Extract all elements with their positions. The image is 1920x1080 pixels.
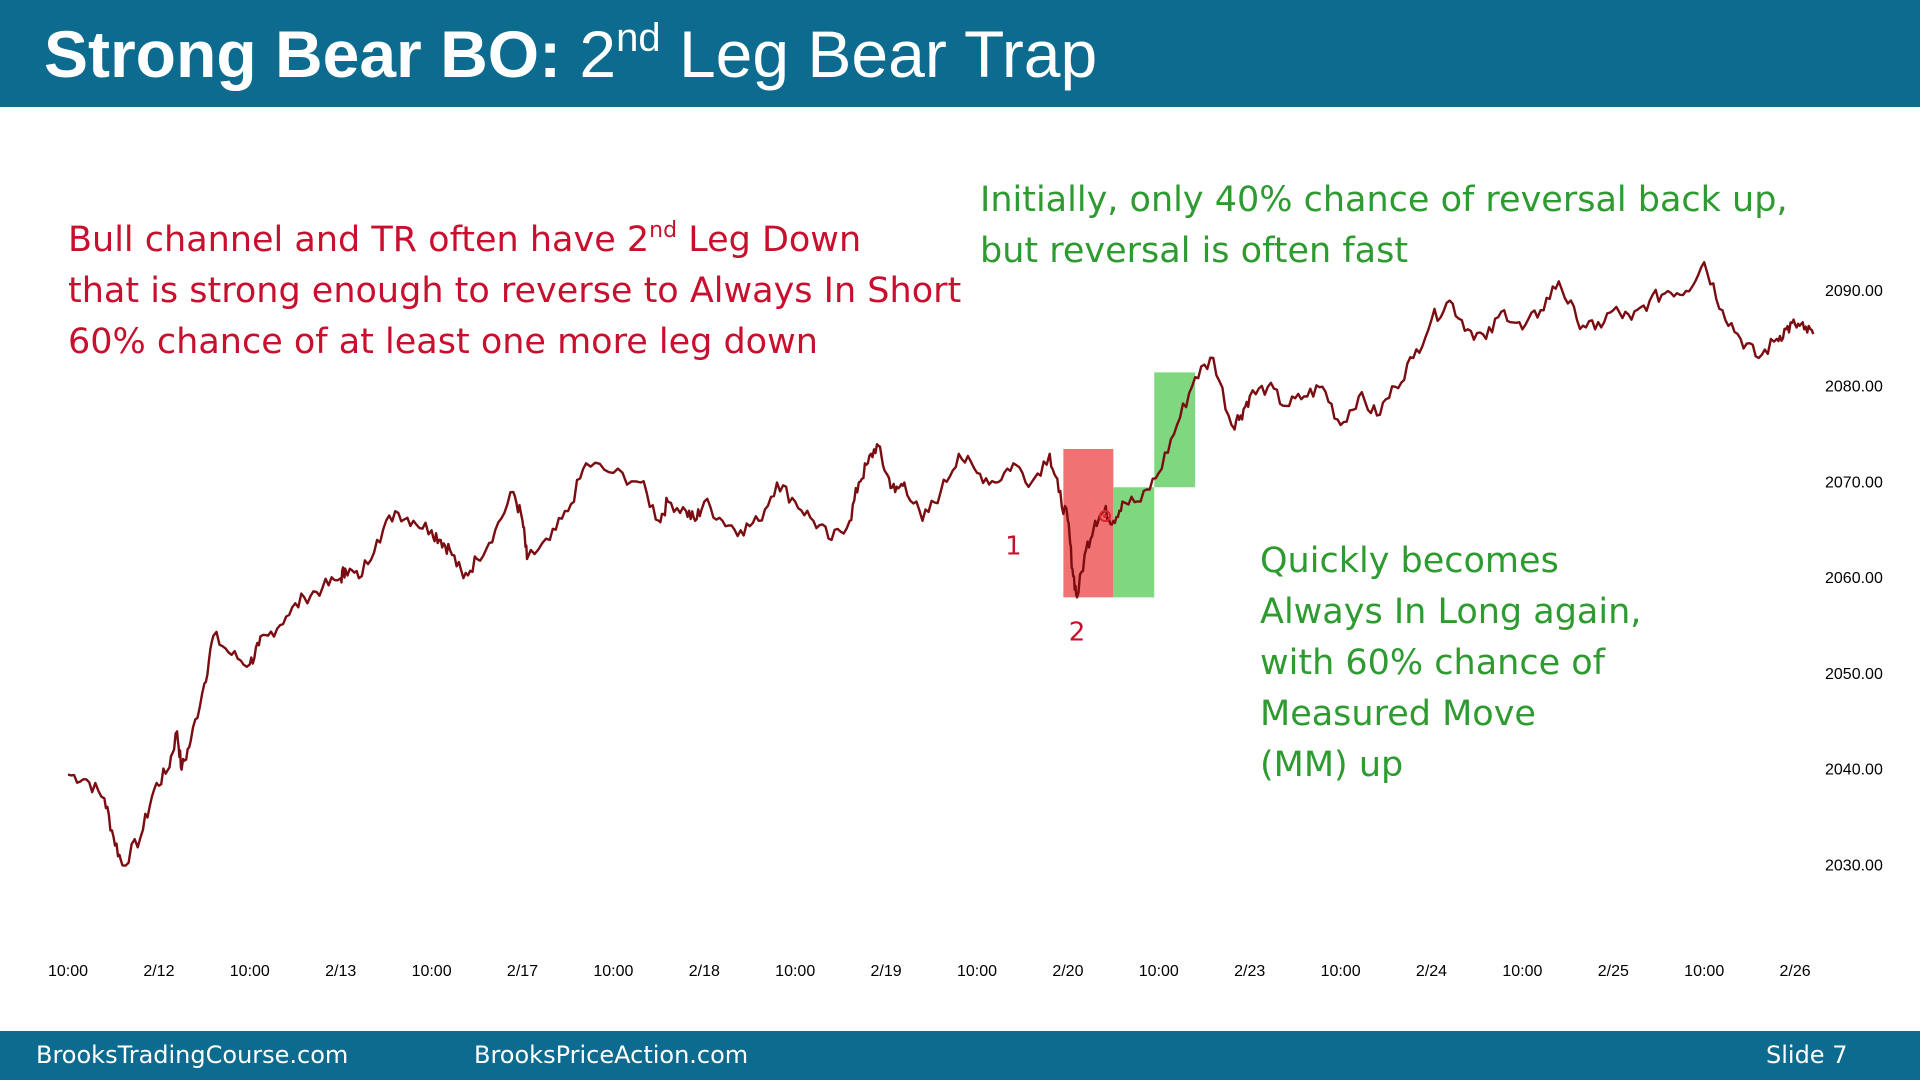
always-in-long-annotation: Quickly becomes Always In Long again, wi… xyxy=(1260,536,1641,791)
always-in-long-line4: Measured Move xyxy=(1260,694,1536,734)
always-in-long-line3: with 60% chance of xyxy=(1260,643,1605,683)
x-tick-label: 10:00 xyxy=(1502,963,1542,980)
x-tick-label: 2/18 xyxy=(689,963,720,980)
x-tick-label: 10:00 xyxy=(412,963,452,980)
y-tick-label: 2050.00 xyxy=(1825,666,1883,683)
bear-annotation-line3: 60% chance of at least one more leg down xyxy=(68,322,818,362)
bear-annotation: Bull channel and TR often have 2nd Leg D… xyxy=(68,215,961,368)
x-tick-label: 10:00 xyxy=(1684,963,1724,980)
y-tick-label: 2070.00 xyxy=(1825,474,1883,491)
x-axis-ticks: 10:00 2/12 10:00 2/13 10:00 2/17 10:00 2/18 10:0… xyxy=(48,963,1811,980)
x-tick-label: 2/23 xyxy=(1234,963,1265,980)
always-in-long-line2: Always In Long again, xyxy=(1260,592,1642,632)
x-tick-label: 2/20 xyxy=(1052,963,1083,980)
x-tick-label: 2/26 xyxy=(1780,963,1811,980)
wave-label: 2 xyxy=(1069,617,1086,647)
x-tick-label: 10:00 xyxy=(593,963,633,980)
footer-price-action-site: BrooksPriceAction.com xyxy=(474,1041,749,1069)
x-tick-label: 10:00 xyxy=(230,963,270,980)
y-tick-label: 2060.00 xyxy=(1825,570,1883,587)
reversal-annotation-line1: Initially, only 40% chance of reversal b… xyxy=(980,180,1788,220)
slide-title: Strong Bear BO: 2nd Leg Bear Trap xyxy=(44,16,1097,92)
always-in-long-line1: Quickly becomes xyxy=(1260,541,1559,581)
x-tick-label: 2/13 xyxy=(325,963,356,980)
reversal-annotation-line2: but reversal is often fast xyxy=(980,231,1409,271)
y-tick-label: 2090.00 xyxy=(1825,283,1883,300)
title-number: 2 xyxy=(579,17,617,91)
x-tick-label: 10:00 xyxy=(957,963,997,980)
y-axis-ticks: 2030.00 2040.00 2050.00 2060.00 2070.00 2080.… xyxy=(1825,283,1883,874)
x-tick-label: 10:00 xyxy=(1139,963,1179,980)
footer-bar: BrooksTradingCourse.com BrooksPriceActio… xyxy=(0,1031,1920,1080)
price-chart: 2030.00 2040.00 2050.00 2060.00 2070.00 2080.… xyxy=(48,261,1883,980)
x-tick-label: 2/19 xyxy=(871,963,902,980)
title-rest: Leg Bear Trap xyxy=(678,17,1098,91)
bear-annotation-line1: Bull channel and TR often have 2nd Leg D… xyxy=(68,218,862,261)
price-line xyxy=(67,261,1815,867)
wave-label: 1 xyxy=(1005,531,1022,561)
title-bold: Strong Bear BO: xyxy=(44,17,562,91)
y-tick-label: 2080.00 xyxy=(1825,379,1883,396)
always-in-long-line5: (MM) up xyxy=(1260,745,1404,785)
x-tick-label: 2/17 xyxy=(507,963,538,980)
cursor-marker xyxy=(1099,510,1111,522)
x-tick-label: 10:00 xyxy=(775,963,815,980)
y-tick-label: 2030.00 xyxy=(1825,857,1883,874)
x-tick-label: 10:00 xyxy=(1321,963,1361,980)
bear-annotation-line2: that is strong enough to reverse to Alwa… xyxy=(68,271,962,311)
x-tick-label: 2/25 xyxy=(1598,963,1629,980)
x-tick-label: 2/12 xyxy=(143,963,174,980)
x-tick-label: 10:00 xyxy=(48,963,88,980)
bull-reversal-box xyxy=(1113,487,1155,598)
title-bar: Strong Bear BO: 2nd Leg Bear Trap xyxy=(0,0,1920,107)
x-tick-label: 2/24 xyxy=(1416,963,1447,980)
wave-labels: 12 xyxy=(1005,531,1085,647)
reversal-annotation: Initially, only 40% chance of reversal b… xyxy=(980,175,1788,277)
y-tick-label: 2040.00 xyxy=(1825,762,1883,779)
bear-breakout-box xyxy=(1063,448,1114,598)
footer-course-site: BrooksTradingCourse.com xyxy=(36,1041,349,1069)
slide-number: Slide 7 xyxy=(1766,1041,1848,1069)
title-superscript: nd xyxy=(616,16,661,60)
